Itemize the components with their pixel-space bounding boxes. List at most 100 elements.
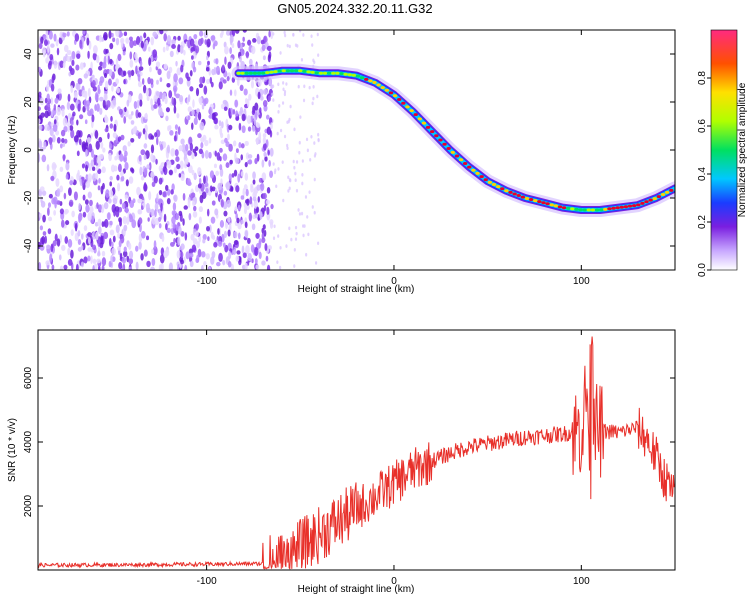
noise-dot xyxy=(91,79,96,88)
noise-dot xyxy=(277,234,280,238)
noise-dot xyxy=(244,262,248,270)
track-bead xyxy=(273,70,278,74)
noise-dot xyxy=(47,125,50,132)
noise-dot xyxy=(122,145,127,152)
noise-dot xyxy=(253,116,257,126)
noise-dot xyxy=(177,226,182,235)
noise-dot xyxy=(253,200,258,209)
noise-dot xyxy=(268,78,272,86)
noise-dot xyxy=(269,170,274,179)
snr-plot-area xyxy=(38,336,675,570)
noise-dot xyxy=(156,79,159,85)
noise-dot xyxy=(86,137,92,143)
noise-dot xyxy=(150,153,154,162)
noise-dot xyxy=(305,137,309,142)
noise-dot xyxy=(172,202,177,212)
noise-dot xyxy=(229,47,232,55)
noise-dot xyxy=(227,61,232,69)
noise-dot xyxy=(240,195,245,200)
noise-dot xyxy=(262,136,266,144)
noise-dot xyxy=(206,225,210,232)
noise-dot xyxy=(140,205,144,211)
noise-dot xyxy=(235,185,240,193)
noise-dot xyxy=(120,134,125,141)
noise-dot xyxy=(198,216,202,224)
noise-dot xyxy=(293,127,296,132)
noise-dot xyxy=(140,253,144,261)
track-bead xyxy=(458,158,464,162)
noise-dot xyxy=(118,261,123,270)
noise-dot xyxy=(287,119,290,124)
noise-dot xyxy=(179,44,184,55)
noise-dot xyxy=(204,139,209,147)
noise-dot xyxy=(94,104,97,112)
track-bead xyxy=(384,88,390,92)
noise-dot xyxy=(247,159,252,165)
noise-dot xyxy=(44,97,48,104)
x-tick-label: 100 xyxy=(573,276,590,287)
noise-dot xyxy=(178,210,183,217)
noise-dot xyxy=(256,206,260,213)
noise-dot xyxy=(55,39,59,47)
noise-dot xyxy=(208,114,214,119)
noise-dot xyxy=(53,60,58,69)
noise-dot xyxy=(93,45,98,54)
noise-dot xyxy=(69,125,74,131)
noise-dot xyxy=(128,242,132,250)
noise-dot xyxy=(39,244,45,251)
noise-dot xyxy=(97,218,102,227)
noise-dot xyxy=(93,154,97,164)
noise-dot xyxy=(75,64,80,71)
noise-dot xyxy=(231,173,235,178)
track-bead xyxy=(359,76,365,80)
noise-dot xyxy=(257,91,261,100)
noise-dot xyxy=(175,156,180,163)
track-bead xyxy=(326,71,332,75)
noise-dot xyxy=(85,149,88,158)
noise-dot xyxy=(183,49,186,56)
noise-dot xyxy=(132,198,136,204)
track-bead xyxy=(471,168,476,172)
noise-dot xyxy=(138,217,143,225)
noise-dot xyxy=(185,251,190,260)
track-bead xyxy=(516,194,521,198)
noise-dot xyxy=(166,144,170,154)
noise-dot xyxy=(266,187,271,194)
noise-dot xyxy=(229,36,233,46)
noise-dot xyxy=(201,104,205,110)
noise-dot xyxy=(140,40,144,49)
noise-dot xyxy=(51,264,55,270)
noise-dot xyxy=(97,266,101,270)
noise-dot xyxy=(155,61,161,68)
noise-dot xyxy=(127,70,132,75)
noise-dot xyxy=(258,251,262,260)
noise-dot xyxy=(66,31,70,37)
noise-dot xyxy=(287,189,290,193)
noise-dot xyxy=(43,34,47,40)
noise-dot xyxy=(248,93,252,101)
noise-dot xyxy=(87,255,91,262)
noise-dot xyxy=(56,47,60,56)
noise-dot xyxy=(128,176,134,184)
noise-dot xyxy=(194,223,200,231)
noise-dot xyxy=(122,51,126,56)
noise-dot xyxy=(176,163,181,170)
track-bead xyxy=(413,113,418,117)
noise-dot xyxy=(256,122,261,128)
noise-dot xyxy=(137,81,143,88)
track-bead xyxy=(425,125,431,129)
noise-dot xyxy=(187,150,192,156)
noise-dot xyxy=(252,171,256,180)
noise-dot xyxy=(174,81,178,87)
noise-dot xyxy=(262,192,267,200)
noise-dot xyxy=(137,209,141,215)
track-bead xyxy=(508,190,513,194)
noise-dot xyxy=(247,126,252,132)
noise-dot xyxy=(252,179,256,185)
noise-dot xyxy=(116,87,121,94)
track-bead xyxy=(656,195,662,199)
noise-dot xyxy=(185,143,189,152)
track-bead xyxy=(260,71,266,75)
noise-dot xyxy=(69,180,74,186)
noise-dot xyxy=(44,39,48,46)
